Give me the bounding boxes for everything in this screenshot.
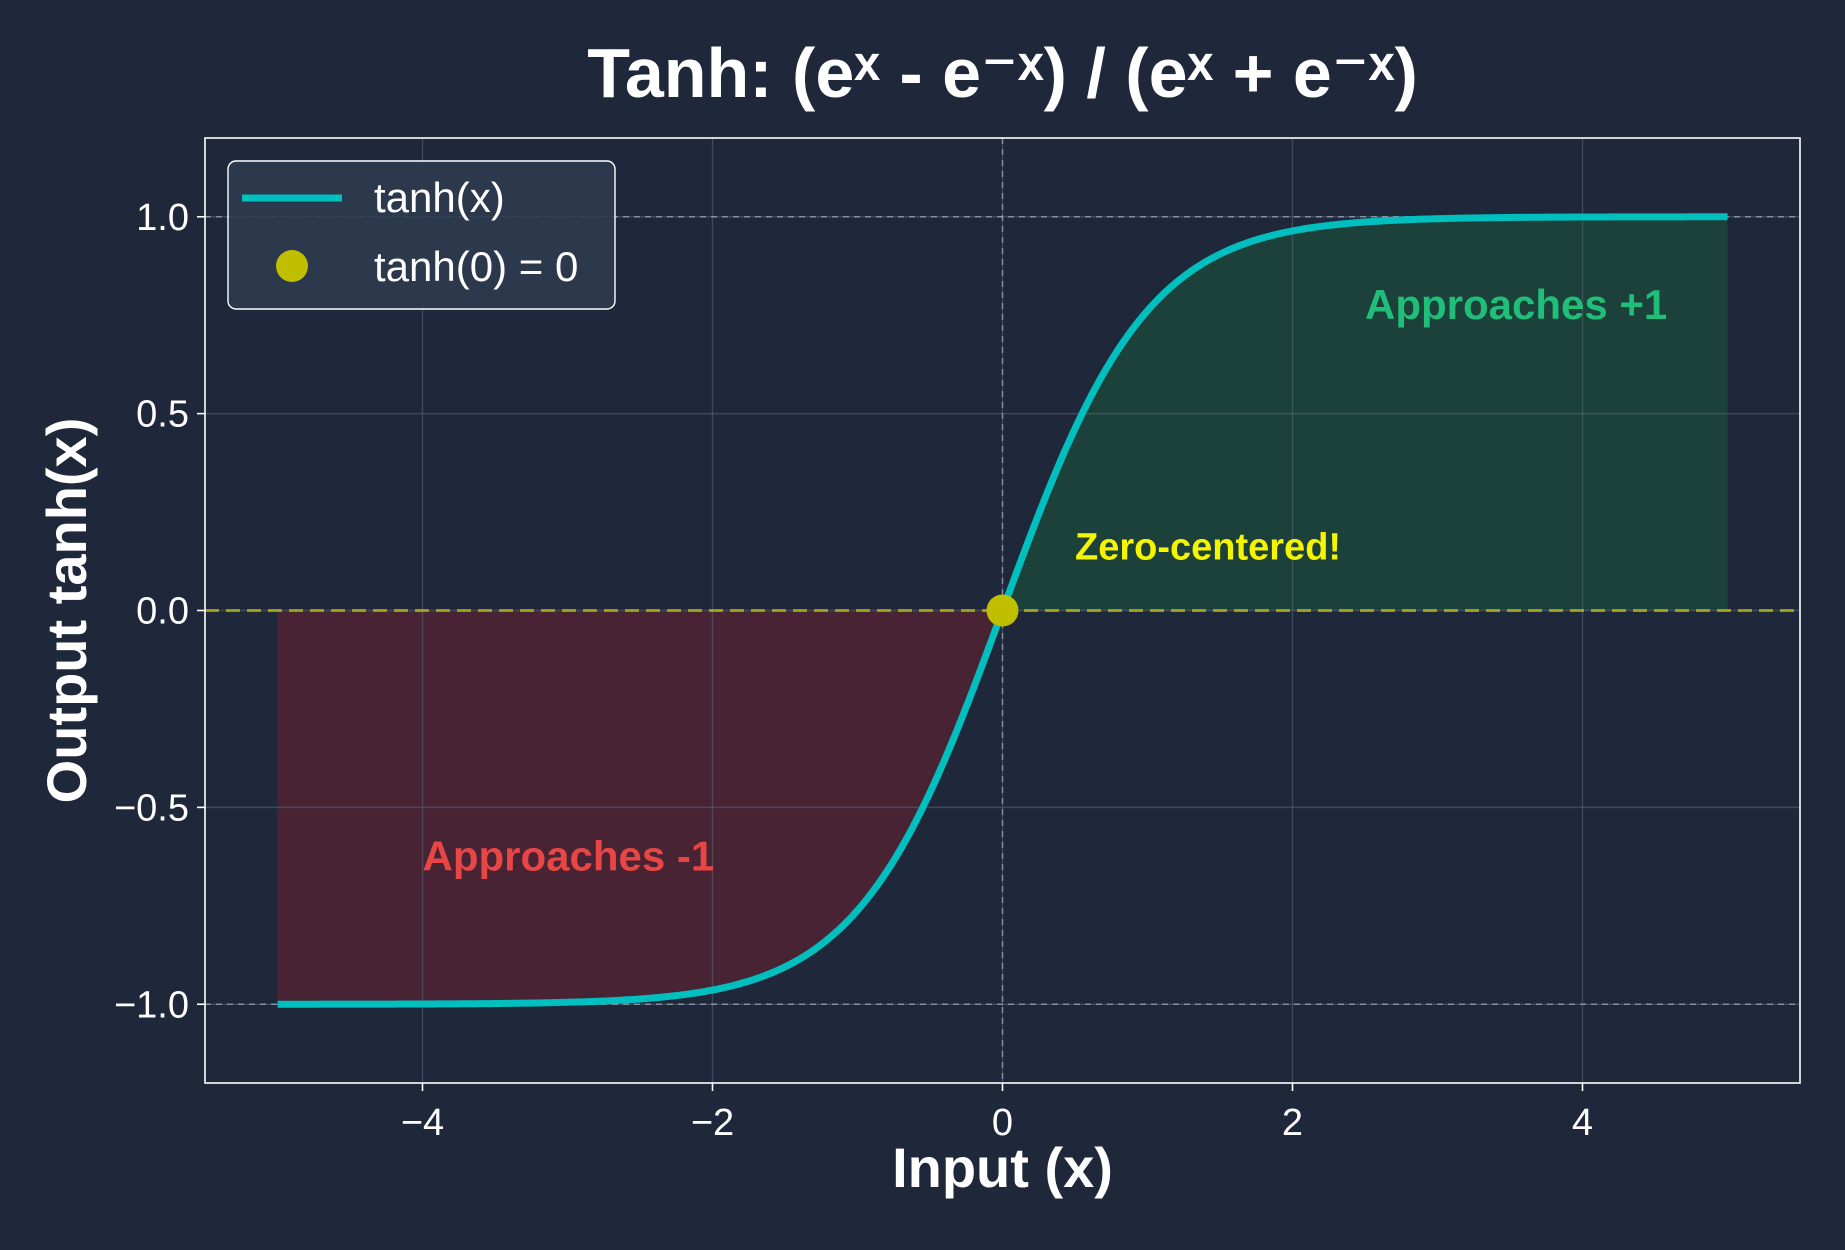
x-tick-label: 4 [1572,1102,1593,1144]
highlight-point [986,594,1019,627]
legend-label-tanh: tanh(x) [374,174,505,221]
y-tick-label: 1.0 [136,197,189,239]
x-tick-label: 2 [1282,1102,1303,1144]
annotation-text: Approaches -1 [423,832,715,879]
x-tick-label: −4 [401,1102,444,1144]
legend-label-point: tanh(0) = 0 [374,243,578,290]
y-tick-label: −0.5 [114,787,189,829]
y-tick-label: 0.0 [136,591,189,633]
y-tick-label: −1.0 [114,984,189,1026]
annotation-text: Zero-centered! [1075,526,1341,568]
chart-title: Tanh: (eˣ - e⁻ˣ) / (eˣ + e⁻ˣ) [587,34,1418,112]
y-tick-label: 0.5 [136,394,189,436]
x-axis-label: Input (x) [892,1136,1113,1199]
annotation-text: Approaches +1 [1365,281,1667,328]
legend-point-swatch [276,250,308,282]
y-axis-label: Output tanh(x) [35,418,98,804]
x-tick-label: −2 [691,1102,734,1144]
x-tick-label: 0 [992,1102,1013,1144]
